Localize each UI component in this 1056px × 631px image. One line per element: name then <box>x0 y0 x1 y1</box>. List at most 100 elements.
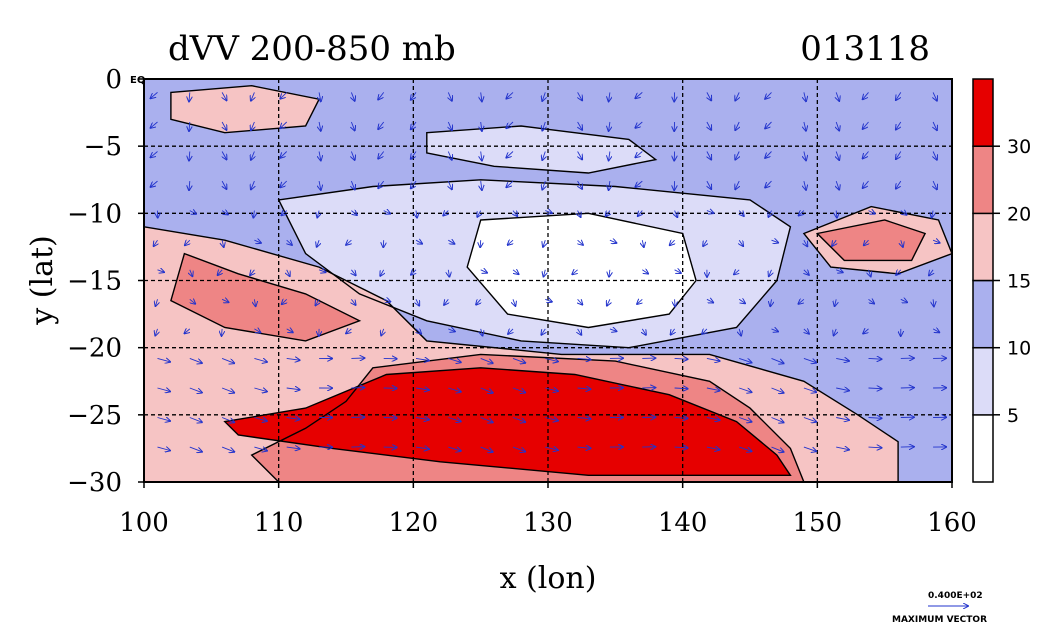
wind-vector <box>771 446 784 452</box>
wind-vector <box>702 329 707 334</box>
wind-vector <box>544 269 546 277</box>
wind-vector <box>769 269 772 276</box>
wind-vector <box>287 269 290 276</box>
wind-vector <box>706 358 720 361</box>
wind-vector <box>932 240 940 243</box>
wind-vector <box>738 299 745 303</box>
wind-vector <box>799 211 804 216</box>
wind-vector <box>836 270 843 273</box>
wind-vector <box>222 92 226 100</box>
wind-vector <box>189 92 190 101</box>
wind-vector <box>157 358 171 361</box>
max-vector-label: MAXIMUM VECTOR <box>892 615 987 625</box>
wind-vector <box>868 299 875 303</box>
wind-vector <box>512 446 525 452</box>
wind-vector <box>287 240 292 245</box>
wind-vector <box>189 417 202 423</box>
wind-vector <box>706 447 720 450</box>
wind-vector <box>351 447 364 448</box>
wind-vector <box>541 328 545 335</box>
wind-vector <box>765 92 772 98</box>
y-tick-label: −5 <box>84 132 122 162</box>
wind-vector <box>481 181 482 190</box>
wind-vector <box>476 299 481 304</box>
wind-vector <box>771 329 779 332</box>
wind-vector <box>607 299 610 305</box>
wind-vector <box>735 151 739 160</box>
wind-vector <box>251 180 255 189</box>
wind-vector <box>863 329 868 334</box>
wind-vector <box>706 211 714 214</box>
wind-vector <box>506 180 514 187</box>
wind-vector <box>933 92 937 100</box>
wind-vector <box>578 328 582 335</box>
wind-vector <box>896 92 902 100</box>
wind-vector <box>771 357 784 363</box>
plot-area <box>143 78 953 483</box>
wind-vector <box>378 121 385 129</box>
wind-vector <box>670 240 675 245</box>
wind-vector <box>512 417 525 423</box>
wind-vector <box>707 121 711 130</box>
wind-vector <box>671 328 675 335</box>
wind-vector <box>606 211 610 217</box>
chart-title: dVV 200-850 mb <box>168 29 456 69</box>
wind-vector <box>190 269 193 276</box>
wind-vector <box>635 92 643 98</box>
wind-vector <box>157 418 171 421</box>
wind-vector <box>448 269 449 277</box>
grid-lines <box>144 79 952 482</box>
wind-vector <box>151 180 158 187</box>
wind-vector <box>578 299 583 304</box>
wind-vector <box>506 92 514 98</box>
colorbar-swatch-2 <box>972 279 994 349</box>
colorbar-tick-label: 30 <box>1007 136 1031 158</box>
wind-vector <box>512 357 525 363</box>
wind-vector <box>221 417 234 423</box>
wind-vector <box>317 240 319 247</box>
wind-vector <box>836 151 839 161</box>
y-tick-label: 0 <box>105 65 122 95</box>
wind-vector <box>735 121 739 130</box>
wind-vector <box>675 210 678 218</box>
wind-vector <box>674 418 688 419</box>
wind-vector <box>836 388 849 391</box>
wind-vector <box>836 180 839 190</box>
y-axis-label: y (lat) <box>25 235 60 325</box>
wind-vector <box>739 211 744 216</box>
wind-vector <box>280 151 288 158</box>
wind-vector <box>637 299 642 304</box>
wind-vector <box>642 240 644 247</box>
wind-vector <box>542 121 545 131</box>
wind-vector <box>542 151 545 161</box>
wind-vector <box>221 446 234 452</box>
wind-vector <box>444 299 448 305</box>
wind-vector <box>254 299 255 306</box>
wind-vector <box>512 387 525 393</box>
wind-vector <box>545 358 558 361</box>
wind-vector <box>155 328 157 336</box>
wind-vector <box>932 329 939 332</box>
wind-vector <box>609 151 610 161</box>
wind-vector <box>415 358 429 360</box>
wind-vector <box>577 418 591 419</box>
wind-vector <box>836 358 849 361</box>
wind-vector <box>317 210 319 218</box>
wind-vector <box>578 92 583 100</box>
wind-vector <box>251 92 255 100</box>
wind-vector <box>416 210 417 218</box>
contour-line-4 <box>144 226 899 482</box>
colorbar-tick-label: 20 <box>1007 203 1031 225</box>
wind-vector <box>253 210 254 218</box>
contour-line-2 <box>466 212 697 329</box>
wind-vector <box>900 299 907 302</box>
wind-vector <box>351 270 355 276</box>
wind-vector <box>411 92 417 99</box>
wind-vector <box>156 299 158 306</box>
wind-vector <box>448 180 452 189</box>
wind-vector <box>286 418 300 420</box>
wind-vector <box>190 299 195 304</box>
wind-vector <box>378 151 385 159</box>
wind-vector <box>609 269 610 277</box>
wind-vector <box>251 151 255 160</box>
